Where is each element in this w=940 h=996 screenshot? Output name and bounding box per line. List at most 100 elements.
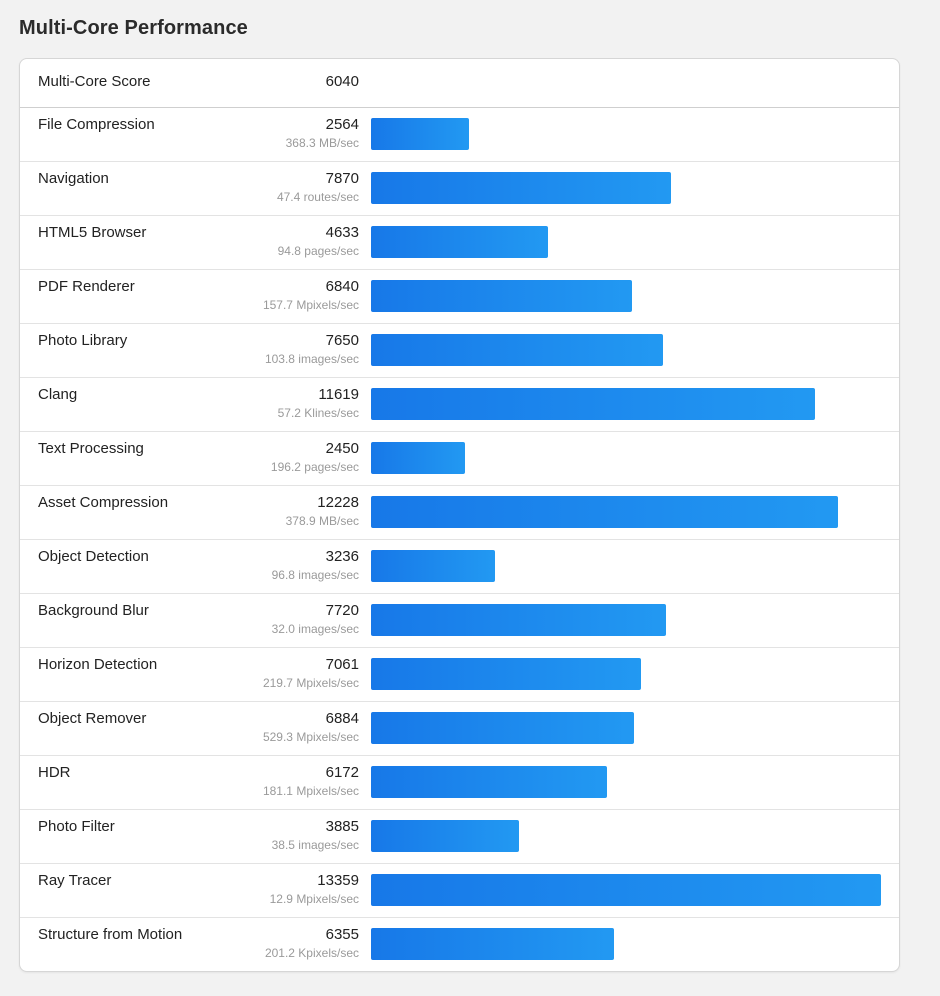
benchmark-score: 4633 xyxy=(325,224,359,241)
benchmark-score: 3885 xyxy=(325,818,359,835)
benchmark-rate: 38.5 images/sec xyxy=(271,838,359,852)
benchmark-rate: 201.2 Kpixels/sec xyxy=(264,946,359,960)
benchmark-rate: 32.0 images/sec xyxy=(271,622,359,636)
benchmark-bar-track xyxy=(371,334,881,366)
benchmark-name: Photo Library xyxy=(38,332,128,349)
benchmark-rate: 12.9 Mpixels/sec xyxy=(269,892,359,906)
benchmark-score: 7061 xyxy=(325,656,359,673)
benchmark-rate: 368.3 MB/sec xyxy=(285,136,359,150)
benchmark-row: Object Detection 3236 96.8 images/sec xyxy=(20,540,899,594)
benchmark-score: 11619 xyxy=(318,386,359,403)
benchmark-score: 12228 xyxy=(317,494,359,511)
benchmark-rate: 157.7 Mpixels/sec xyxy=(262,298,359,312)
benchmark-bar-track xyxy=(371,226,881,258)
benchmark-bar xyxy=(371,604,666,636)
benchmark-bar-track xyxy=(371,820,881,852)
benchmark-bar xyxy=(371,766,607,798)
benchmark-row: Structure from Motion 6355 201.2 Kpixels/s… xyxy=(20,918,899,971)
benchmark-score: 7650 xyxy=(325,332,359,349)
benchmark-bar xyxy=(371,172,671,204)
benchmark-name: Photo Filter xyxy=(38,818,115,835)
benchmark-row: Ray Tracer 13359 12.9 Mpixels/sec xyxy=(20,864,899,918)
multi-core-score-row: Multi-Core Score 6040 xyxy=(20,59,899,108)
benchmark-bar-track xyxy=(371,172,881,204)
benchmark-row: Clang 11619 57.2 Klines/sec xyxy=(20,378,899,432)
benchmark-row: Background Blur 7720 32.0 images/sec xyxy=(20,594,899,648)
benchmark-bar xyxy=(371,280,632,312)
benchmark-bar-track xyxy=(371,496,881,528)
benchmark-rate: 378.9 MB/sec xyxy=(285,514,359,528)
benchmark-bar xyxy=(371,820,519,852)
benchmark-rate: 57.2 Klines/sec xyxy=(277,406,359,420)
benchmark-score: 3236 xyxy=(325,548,359,565)
benchmark-row: Photo Filter 3885 38.5 images/sec xyxy=(20,810,899,864)
benchmark-row: Object Remover 6884 529.3 Mpixels/sec xyxy=(20,702,899,756)
multi-core-score-label: Multi-Core Score xyxy=(38,73,151,90)
multi-core-score-value: 6040 xyxy=(325,73,359,90)
benchmark-row: Asset Compression 12228 378.9 MB/sec xyxy=(20,486,899,540)
benchmark-bar xyxy=(371,550,495,582)
benchmark-bar-track xyxy=(371,874,881,906)
benchmark-bar-track xyxy=(371,388,881,420)
benchmark-name: Object Remover xyxy=(38,710,147,727)
benchmark-row: PDF Renderer 6840 157.7 Mpixels/sec xyxy=(20,270,899,324)
benchmark-name: File Compression xyxy=(38,116,155,133)
benchmark-score: 2564 xyxy=(325,116,359,133)
benchmark-bar-track xyxy=(371,604,881,636)
benchmark-bar xyxy=(371,712,634,744)
benchmark-score: 2450 xyxy=(325,440,359,457)
benchmark-score: 13359 xyxy=(317,872,359,889)
benchmark-name: Object Detection xyxy=(38,548,149,565)
benchmark-rate: 181.1 Mpixels/sec xyxy=(262,784,359,798)
benchmark-bar-track xyxy=(371,442,881,474)
benchmark-name: HDR xyxy=(38,764,71,781)
benchmark-name: Background Blur xyxy=(38,602,149,619)
benchmark-list: File Compression 2564 368.3 MB/sec Navigati… xyxy=(20,108,899,971)
benchmark-bar-track xyxy=(371,118,881,150)
benchmark-score: 7870 xyxy=(325,170,359,187)
benchmark-rate: 47.4 routes/sec xyxy=(276,190,359,204)
benchmark-row: File Compression 2564 368.3 MB/sec xyxy=(20,108,899,162)
benchmark-score: 7720 xyxy=(325,602,359,619)
benchmark-name: Navigation xyxy=(38,170,109,187)
benchmark-rate: 196.2 pages/sec xyxy=(270,460,359,474)
benchmark-bar xyxy=(371,442,465,474)
benchmark-name: Text Processing xyxy=(38,440,144,457)
benchmark-bar-track xyxy=(371,928,881,960)
benchmark-row: HDR 6172 181.1 Mpixels/sec xyxy=(20,756,899,810)
benchmark-bar xyxy=(371,496,838,528)
benchmark-name: Horizon Detection xyxy=(38,656,158,673)
benchmark-rate: 529.3 Mpixels/sec xyxy=(262,730,359,744)
results-card: Multi-Core Score 6040 File Compression 25… xyxy=(19,58,900,972)
benchmark-bar xyxy=(371,118,469,150)
benchmark-name: Ray Tracer xyxy=(38,872,112,889)
benchmark-name: HTML5 Browser xyxy=(38,224,147,241)
benchmark-row: Navigation 7870 47.4 routes/sec xyxy=(20,162,899,216)
benchmark-name: Structure from Motion xyxy=(38,926,183,943)
benchmark-row: HTML5 Browser 4633 94.8 pages/sec xyxy=(20,216,899,270)
benchmark-rate: 219.7 Mpixels/sec xyxy=(262,676,359,690)
benchmark-name: Clang xyxy=(38,386,78,403)
benchmark-bar xyxy=(371,928,614,960)
benchmark-bar xyxy=(371,658,641,690)
benchmark-bar-track xyxy=(371,766,881,798)
benchmark-score: 6355 xyxy=(325,926,359,943)
benchmark-name: Asset Compression xyxy=(38,494,169,511)
benchmark-rate: 103.8 images/sec xyxy=(264,352,359,366)
benchmark-name: PDF Renderer xyxy=(38,278,135,295)
page-title: Multi-Core Performance xyxy=(19,17,248,39)
benchmark-rate: 96.8 images/sec xyxy=(271,568,359,582)
benchmark-rate: 94.8 pages/sec xyxy=(277,244,359,258)
benchmark-bar xyxy=(371,874,881,906)
benchmark-bar xyxy=(371,334,663,366)
benchmark-score: 6172 xyxy=(325,764,359,781)
benchmark-row: Horizon Detection 7061 219.7 Mpixels/sec xyxy=(20,648,899,702)
benchmark-bar-track xyxy=(371,712,881,744)
benchmark-bar xyxy=(371,226,548,258)
benchmark-score: 6840 xyxy=(325,278,359,295)
benchmark-bar-track xyxy=(371,280,881,312)
benchmark-row: Photo Library 7650 103.8 images/sec xyxy=(20,324,899,378)
benchmark-bar-track xyxy=(371,550,881,582)
benchmark-bar xyxy=(371,388,815,420)
benchmark-bar-track xyxy=(371,658,881,690)
